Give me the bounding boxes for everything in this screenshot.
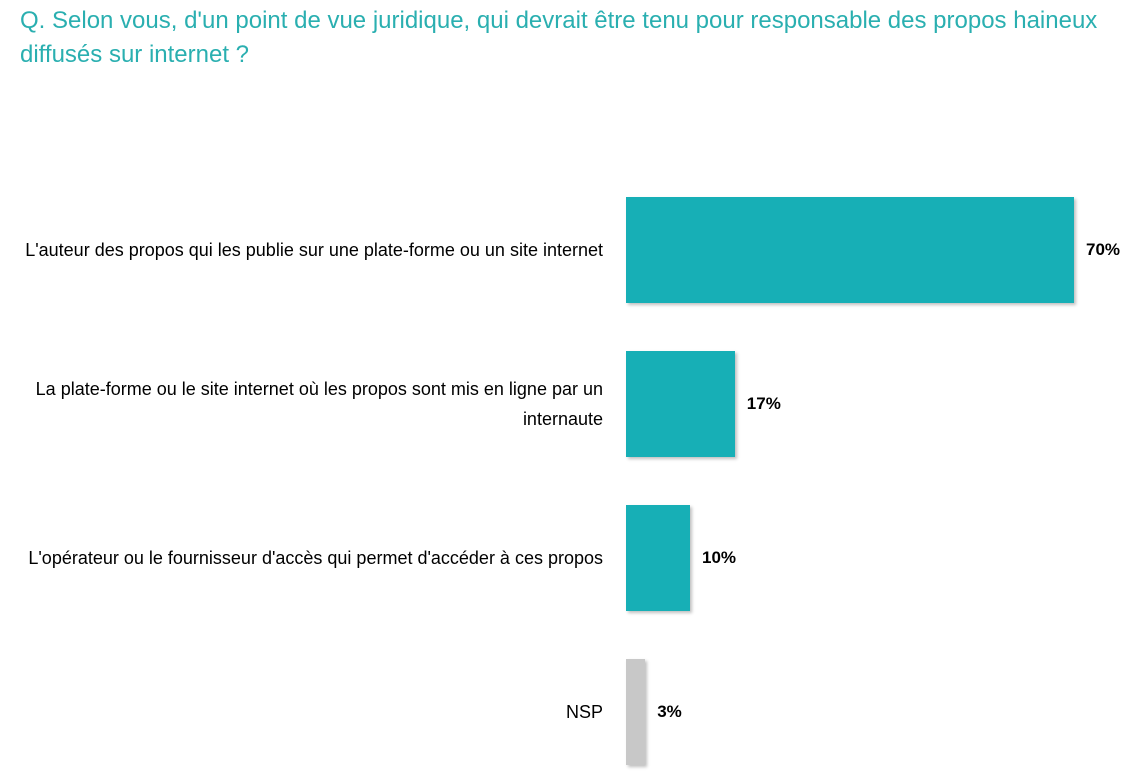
category-label: NSP	[565, 702, 603, 722]
value-label: 17%	[746, 394, 781, 413]
category-label: L'opérateur ou le fournisseur d'accès qu…	[28, 548, 603, 568]
category-label: L'auteur des propos qui les publie sur u…	[25, 240, 603, 260]
value-label: 3%	[657, 702, 682, 721]
bar	[626, 351, 735, 457]
value-label: 10%	[702, 548, 737, 567]
value-label: 70%	[1086, 240, 1121, 259]
chart-title: Q. Selon vous, d'un point de vue juridiq…	[20, 7, 1098, 68]
bar	[626, 505, 690, 611]
category-label: La plate-forme ou le site internet où le…	[35, 379, 603, 429]
bar	[626, 197, 1074, 303]
bar	[626, 659, 646, 765]
